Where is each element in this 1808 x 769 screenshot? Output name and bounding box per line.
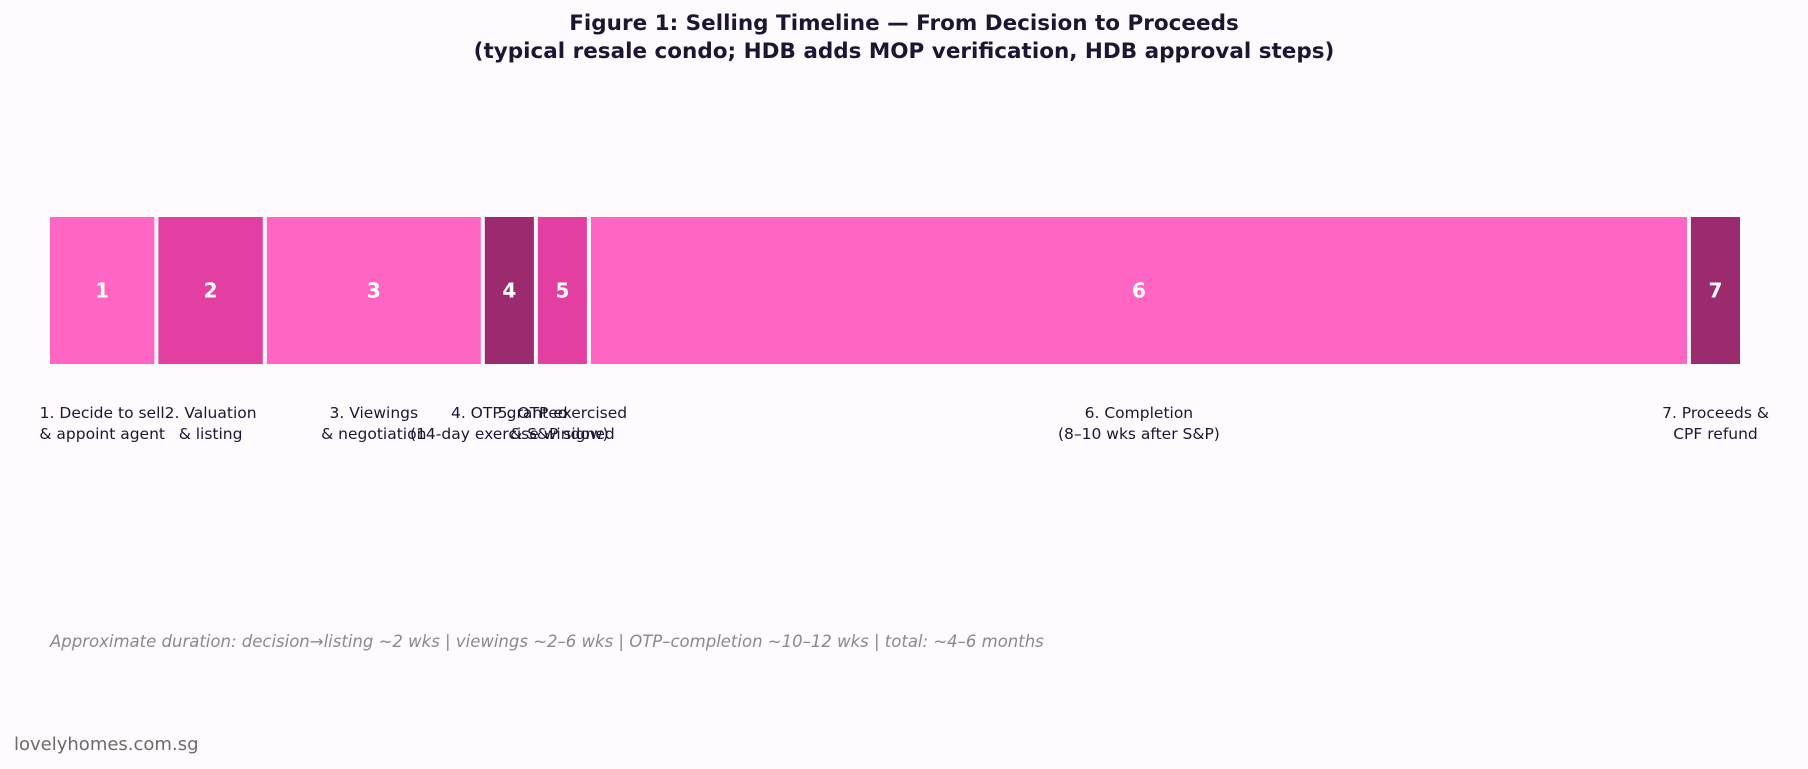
step-label-2-line-1: 2. Valuation [165,404,257,422]
step-label-5-line-1: 5. OTP exercised [498,404,627,422]
segment-number-1: 1 [95,279,109,303]
timeline-segment-6 [590,217,1687,364]
timeline-segment-2 [158,217,263,364]
timeline-segment-3 [266,217,481,364]
figure-title: Figure 1: Selling Timeline — From Decisi… [0,10,1808,66]
step-label-7-line-2: CPF refund [1673,425,1758,443]
segment-number-5: 5 [555,279,569,303]
timeline-segment-4 [484,217,534,364]
step-label-1-line-2: & appoint agent [39,425,165,443]
timeline-segment-5 [537,217,587,364]
step-label-3-line-2: & negotiation [321,425,426,443]
segment-number-4: 4 [502,279,516,303]
step-label-1-line-1: 1. Decide to sell [40,404,165,422]
site-watermark: lovelyhomes.com.sg [14,734,199,755]
title-line-2: (typical resale condo; HDB adds MOP veri… [473,39,1335,64]
timeline-segment-7 [1690,217,1740,364]
step-label-4-line-1: 4. OTP granted [451,404,568,422]
segment-number-2: 2 [204,279,218,303]
timeline-segment-1 [50,217,155,364]
step-label-7-line-1: 7. Proceeds & [1662,404,1769,422]
duration-note: Approximate duration: decision→listing ~… [50,632,1044,651]
step-label-6-line-1: 6. Completion [1085,404,1194,422]
step-label-2-line-2: & listing [179,425,243,443]
segment-number-3: 3 [367,279,381,303]
segment-number-7: 7 [1709,279,1723,303]
title-line-1: Figure 1: Selling Timeline — From Decisi… [569,11,1239,36]
step-label-4-line-2: (14-day exercise window) [410,425,609,443]
step-label-5-line-2: & S&P signed [510,425,615,443]
step-label-3-line-1: 3. Viewings [330,404,419,422]
step-label-6-line-2: (8–10 wks after S&P) [1058,425,1220,443]
segment-number-6: 6 [1132,279,1146,303]
